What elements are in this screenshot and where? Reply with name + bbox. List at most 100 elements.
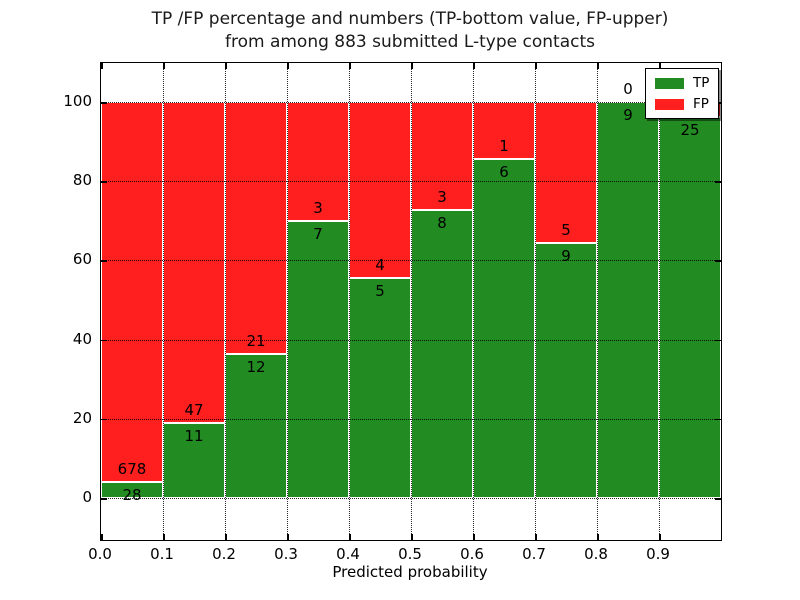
bar-labels-layer: 6782847112112374538165909125 bbox=[101, 63, 721, 540]
plot-area: 6782847112112374538165909125 TP FP Perce… bbox=[100, 62, 722, 541]
vertical-gridline bbox=[287, 63, 288, 540]
y-axis-tick bbox=[101, 498, 107, 500]
tp-color-swatch bbox=[655, 77, 684, 89]
x-axis-tick bbox=[411, 534, 413, 540]
fp-bar-segment bbox=[535, 102, 597, 244]
y-axis-right-tick bbox=[715, 260, 721, 262]
y-tick-label: 80 bbox=[72, 171, 92, 190]
tp-count-label: 5 bbox=[375, 282, 385, 300]
x-tick-label: 0.9 bbox=[646, 545, 670, 563]
grid-layer bbox=[101, 63, 721, 540]
x-axis-tick bbox=[659, 534, 661, 540]
vertical-gridline bbox=[597, 63, 598, 540]
x-axis-top-tick bbox=[597, 63, 599, 69]
horizontal-gridline bbox=[101, 260, 721, 262]
tp-count-label: 9 bbox=[623, 106, 633, 124]
vertical-gridline bbox=[535, 63, 536, 540]
tp-count-label: 9 bbox=[561, 247, 571, 266]
x-axis-tick bbox=[225, 534, 227, 540]
horizontal-gridline bbox=[101, 181, 721, 183]
legend: TP FP bbox=[645, 68, 720, 119]
x-tick-label: 0.8 bbox=[584, 545, 608, 563]
fp-count-label: 47 bbox=[184, 400, 204, 419]
x-tick-label: 0.1 bbox=[150, 545, 174, 563]
x-axis-tick bbox=[535, 534, 537, 540]
vertical-gridline bbox=[473, 63, 474, 540]
legend-entry-fp: FP bbox=[655, 97, 709, 111]
y-tick-label: 100 bbox=[63, 92, 92, 110]
y-axis-right-tick bbox=[715, 498, 721, 500]
x-tick-label: 0.6 bbox=[460, 545, 484, 563]
x-axis-tick bbox=[287, 534, 289, 540]
fp-bar-segment bbox=[163, 102, 225, 423]
fp-count-label: 3 bbox=[437, 188, 447, 206]
chart-title-line-2: from among 883 submitted L-type contacts bbox=[224, 32, 595, 52]
legend-label-tp: TP bbox=[693, 75, 710, 91]
y-axis-tick bbox=[101, 339, 107, 342]
y-axis-right-tick bbox=[715, 181, 721, 183]
fp-color-swatch bbox=[655, 98, 684, 110]
x-tick-label: 0.0 bbox=[88, 545, 112, 563]
tp-bar-segment bbox=[163, 422, 225, 498]
y-axis-right-tick bbox=[715, 418, 721, 421]
y-axis-right-tick bbox=[715, 339, 721, 342]
chart-title: TP /FP percentage and numbers (TP-bottom… bbox=[100, 8, 720, 54]
x-axis-top-tick bbox=[287, 63, 289, 69]
y-axis-tick bbox=[101, 418, 107, 421]
x-tick-label: 0.5 bbox=[398, 545, 422, 563]
legend-entry-tp: TP bbox=[655, 76, 709, 90]
y-tick-label: 20 bbox=[72, 408, 92, 427]
fp-count-label: 3 bbox=[313, 198, 323, 217]
x-axis-top-tick bbox=[411, 63, 413, 69]
x-tick-label: 0.4 bbox=[336, 545, 360, 563]
y-axis-tick bbox=[101, 260, 107, 262]
vertical-gridline bbox=[659, 63, 660, 540]
tp-count-label: 6 bbox=[499, 162, 509, 181]
tp-bar-segment bbox=[411, 210, 473, 498]
x-axis-top-tick bbox=[535, 63, 537, 69]
y-tick-label: 0 bbox=[82, 488, 92, 506]
ticks-layer bbox=[101, 63, 721, 540]
fp-count-label: 0 bbox=[623, 80, 633, 98]
vertical-gridline bbox=[163, 63, 164, 540]
x-axis-tick bbox=[473, 534, 475, 540]
x-axis-label: Predicted probability bbox=[332, 563, 488, 581]
x-axis-tick bbox=[163, 534, 165, 540]
x-axis-tick bbox=[349, 534, 351, 540]
tp-count-label: 8 bbox=[437, 214, 447, 232]
vertical-gridline bbox=[225, 63, 226, 540]
tp-count-label: 25 bbox=[680, 121, 700, 140]
horizontal-gridline bbox=[101, 339, 721, 341]
tp-count-label: 11 bbox=[184, 426, 204, 445]
fp-count-label: 678 bbox=[117, 460, 147, 479]
x-axis-top-tick bbox=[101, 63, 103, 69]
y-axis-tick bbox=[101, 181, 107, 183]
tp-count-label: 28 bbox=[122, 486, 142, 505]
x-axis-tick bbox=[101, 534, 103, 540]
y-axis-tick bbox=[101, 102, 107, 104]
horizontal-gridline bbox=[101, 418, 721, 420]
x-axis-tick bbox=[597, 534, 599, 540]
bars-layer bbox=[101, 63, 721, 540]
fp-count-label: 5 bbox=[561, 221, 571, 240]
fp-count-label: 21 bbox=[246, 332, 266, 350]
x-tick-label: 0.7 bbox=[522, 545, 546, 563]
x-axis-top-tick bbox=[349, 63, 351, 69]
tp-count-label: 7 bbox=[313, 224, 323, 243]
y-tick-label: 40 bbox=[72, 329, 92, 348]
x-tick-label: 0.2 bbox=[212, 545, 236, 563]
tp-bar-segment bbox=[101, 482, 163, 498]
x-axis-top-tick bbox=[163, 63, 165, 69]
x-axis-top-tick bbox=[473, 63, 475, 69]
fp-count-label: 4 bbox=[375, 256, 385, 274]
legend-label-fp: FP bbox=[693, 96, 709, 112]
x-tick-label: 0.3 bbox=[274, 545, 298, 563]
chart-title-line-1: TP /FP percentage and numbers (TP-bottom… bbox=[151, 9, 669, 29]
y-tick-label: 60 bbox=[72, 250, 92, 269]
tp-count-label: 12 bbox=[246, 358, 266, 376]
horizontal-gridline bbox=[101, 102, 721, 103]
fp-count-label: 1 bbox=[499, 136, 509, 155]
horizontal-gridline bbox=[101, 498, 721, 499]
vertical-gridline bbox=[411, 63, 412, 540]
x-axis-top-tick bbox=[659, 63, 661, 69]
